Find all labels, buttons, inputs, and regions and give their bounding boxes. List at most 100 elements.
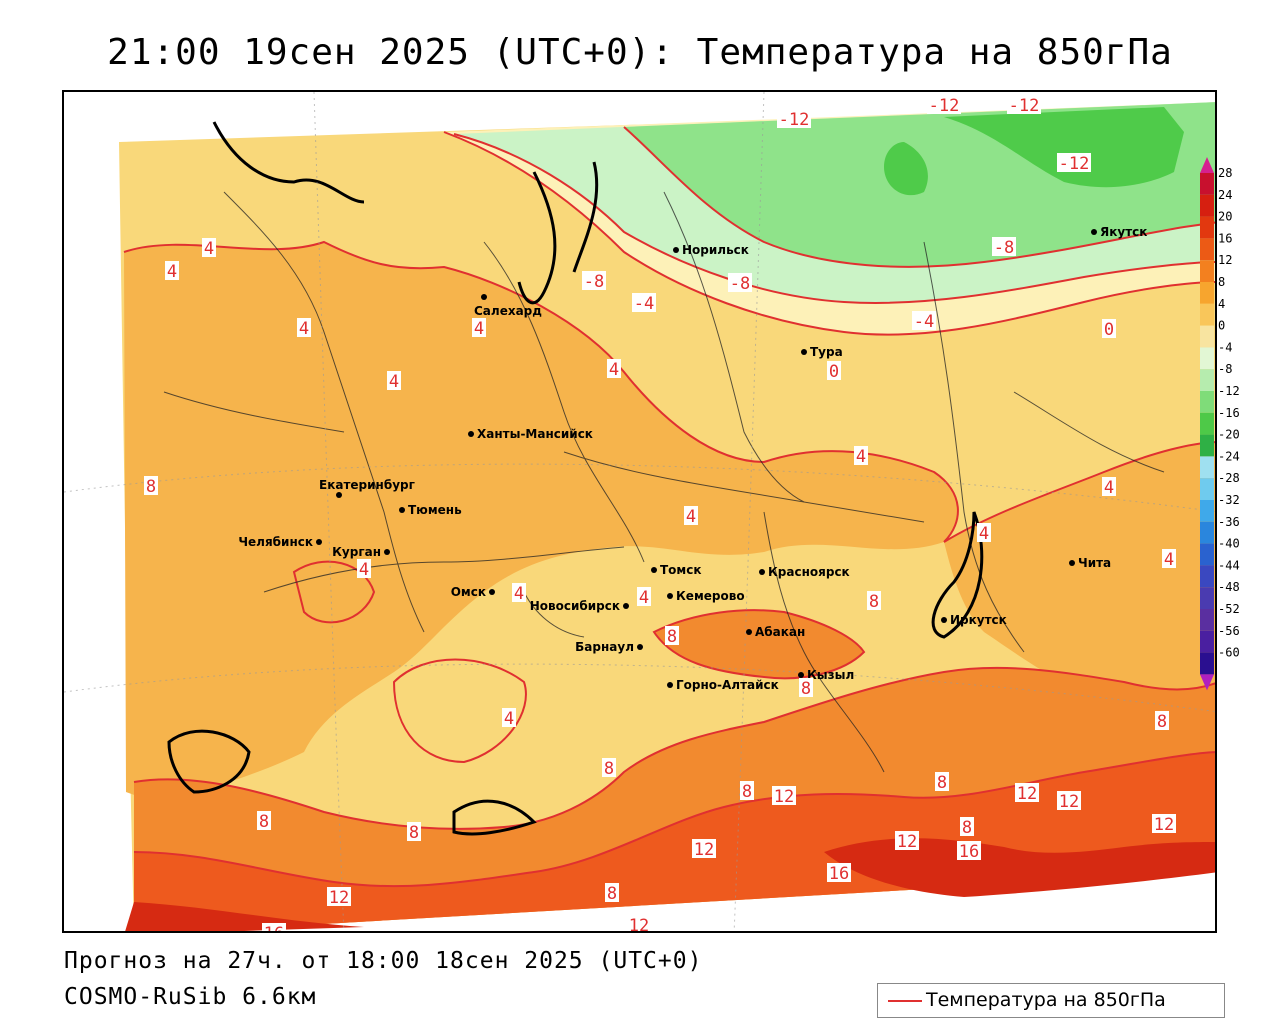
isotherm-label-bg [165, 261, 179, 280]
isotherm-label: 4 [202, 238, 216, 259]
isotherm-value: 16 [264, 924, 284, 933]
isotherm-label-bg [1057, 153, 1091, 172]
zone-plus8-west [124, 242, 958, 802]
scale-bottom-arrow [1200, 674, 1214, 691]
isotherm-label: 8 [799, 678, 813, 699]
isotherm-value: -12 [1059, 154, 1090, 174]
isotherm-value: 12 [1017, 784, 1037, 804]
isotherm-value: 8 [667, 627, 677, 647]
isotherm-label: 4 [387, 371, 401, 392]
scale-swatch [1200, 609, 1214, 631]
city-8: Челябинск [238, 535, 322, 549]
isotherm-value: -4 [914, 312, 934, 332]
city-marker [336, 492, 342, 498]
legend-line-swatch [888, 1000, 922, 1002]
isotherm-value: 8 [1157, 712, 1167, 732]
scale-swatch [1200, 500, 1214, 522]
isotherm-value: -12 [929, 96, 960, 116]
isotherm-label-bg [607, 359, 621, 378]
isotherm-label-bg [502, 708, 516, 727]
isotherm-label-bg [144, 476, 158, 495]
scale-tick-label: -52 [1218, 602, 1240, 616]
isotherm-label: 12 [895, 831, 919, 852]
zone-plus12-altai [654, 610, 864, 679]
city-marker [667, 682, 673, 688]
isotherm-label: 4 [977, 523, 991, 544]
isotherm-value: 4 [514, 584, 524, 604]
zone-plus20 [125, 838, 1215, 931]
city-marker [1069, 560, 1075, 566]
city-label: Тура [810, 345, 843, 359]
isotherm-label: 8 [257, 811, 271, 832]
city-label: Чита [1078, 556, 1111, 570]
city-marker [637, 644, 643, 650]
city-6: Екатеринбург [319, 478, 415, 498]
city-19: Иркутск [941, 613, 1007, 627]
isotherm-value: 4 [299, 319, 309, 339]
model-info: COSMO-RuSib 6.6км [64, 984, 317, 1010]
city-marker [623, 603, 629, 609]
isotherm-value: 8 [604, 759, 614, 779]
scale-swatch [1200, 565, 1214, 588]
isotherm-value: 4 [389, 372, 399, 392]
city-marker [746, 629, 752, 635]
map-title: 21:00 19сен 2025 (UTC+0): Температура на… [107, 32, 1173, 73]
cities-layer: Якутск Норильск Салехард Тура Ханты-Мансийск… [238, 225, 1147, 692]
scale-swatch [1200, 347, 1214, 370]
isotherm-label-bg [777, 109, 811, 128]
city-marker [384, 549, 390, 555]
isotherm-label: 8 [407, 822, 421, 843]
isotherm-value: 8 [962, 818, 972, 838]
city-14: Красноярск [759, 565, 850, 579]
isotherm-label-bg [854, 446, 868, 465]
isotherm-label-bg [202, 238, 216, 257]
isotherm-label-bg [627, 915, 651, 931]
scale-swatch [1200, 434, 1214, 457]
scale-swatch [1200, 521, 1214, 544]
isotherm-label-bg [992, 237, 1016, 256]
forecast-info: Прогноз на 27ч. от 18:00 18сен 2025 (UTC… [64, 948, 703, 974]
isotherm-label-bg [407, 822, 421, 841]
city-5: Ханты-Мансийск [468, 427, 593, 441]
isotherm-value: 12 [1154, 815, 1174, 835]
scale-tick-label: -12 [1218, 384, 1240, 398]
city-17: Горно-Алтайск [667, 678, 779, 692]
city-label: Иркутск [950, 613, 1007, 627]
scale-swatch [1200, 194, 1214, 217]
scale-tick-label: -40 [1218, 537, 1240, 551]
isotherm-value: 12 [897, 832, 917, 852]
scale-tick-label: -16 [1218, 406, 1240, 420]
isotherm-label-bg [1162, 549, 1176, 568]
scale-tick-label: -56 [1218, 624, 1240, 638]
isotherm-label-bg [827, 863, 851, 882]
isotherm-label-bg [632, 293, 656, 312]
scale-tick-label: -60 [1218, 646, 1240, 660]
scale-swatch [1200, 216, 1214, 239]
isotherm-label: -8 [992, 237, 1016, 258]
isotherm-label: 0 [827, 361, 841, 382]
isotherm-value: 8 [146, 477, 156, 497]
isotherm-value: 8 [742, 782, 752, 802]
isotherm-label: 4 [854, 446, 868, 467]
isotherm-label: 4 [684, 506, 698, 527]
isotherm-value: 4 [359, 560, 369, 580]
isotherm-label-bg [637, 587, 651, 606]
city-label: Абакан [755, 625, 805, 639]
city-label: Челябинск [238, 535, 313, 549]
isotherm-value: 8 [801, 679, 811, 699]
scale-swatch [1200, 369, 1214, 391]
city-18: Кызыл [798, 668, 854, 682]
isotherm-label: 0 [1102, 319, 1116, 340]
city-20: Чита [1069, 556, 1111, 570]
isotherm-value: 8 [259, 812, 269, 832]
isotherm-value: -4 [634, 294, 654, 314]
scale-tick-label: 12 [1218, 253, 1232, 267]
isotherm-label: 12 [692, 839, 716, 860]
isotherm-label: -8 [582, 271, 606, 292]
scale-top-arrow [1200, 157, 1214, 173]
region-borders [163, 191, 1165, 773]
isotherm-label-bg [1102, 477, 1116, 496]
scale-swatch [1200, 391, 1214, 413]
city-label: Горно-Алтайск [676, 678, 779, 692]
